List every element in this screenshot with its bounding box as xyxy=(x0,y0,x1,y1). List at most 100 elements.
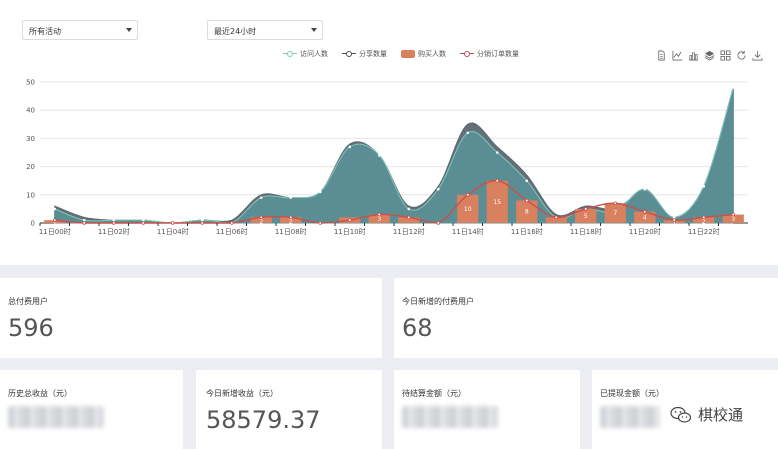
chevron-down-icon xyxy=(126,28,132,32)
x-tick-label: 11日18时 xyxy=(570,227,602,236)
purchase-bar xyxy=(722,214,744,223)
legend-item-purchases[interactable]: 购买人数 xyxy=(401,49,446,59)
bar-data-label: 3 xyxy=(731,216,735,223)
visits-point xyxy=(112,218,116,222)
legend-label: 购买人数 xyxy=(418,50,446,58)
x-tick-label: 11日14时 xyxy=(452,227,484,236)
visits-point xyxy=(259,196,263,199)
y-tick-label: 20 xyxy=(26,163,35,171)
time-range-select[interactable]: 最近24小时 xyxy=(207,20,323,40)
stat-label: 待结算金额（元） xyxy=(402,389,466,398)
x-tick-label: 11日02时 xyxy=(98,227,130,236)
legend-bar-icon xyxy=(401,50,415,58)
distribution-point xyxy=(377,212,382,217)
purchase-bar xyxy=(250,217,272,223)
distribution-point xyxy=(347,218,352,222)
visits-point xyxy=(377,154,381,157)
line-switch-icon[interactable] xyxy=(672,50,683,61)
purchase-bar xyxy=(693,217,715,223)
x-tick-label: 11日04时 xyxy=(157,227,189,236)
stat-card-new-paid-users: 今日新增的付费用户 68 xyxy=(394,278,778,358)
stat-label: 今日新增的付费用户 xyxy=(402,297,474,306)
x-tick-label: 11日22时 xyxy=(688,227,720,236)
legend-item-visits[interactable]: 访问人数 xyxy=(283,49,328,59)
visits-point xyxy=(495,151,499,154)
visits-point xyxy=(466,131,470,135)
visits-point xyxy=(525,179,529,182)
tiled-icon[interactable] xyxy=(720,50,731,61)
visits-point xyxy=(200,218,204,222)
legend-item-distribution[interactable]: 分销订单数量 xyxy=(460,49,519,59)
bar-data-label: 1 xyxy=(672,221,676,228)
activity-select-value: 所有活动 xyxy=(29,27,61,36)
distribution-point xyxy=(318,221,323,225)
visits-point xyxy=(141,218,145,222)
stat-label: 今日新增收益（元） xyxy=(206,389,278,398)
distribution-point xyxy=(554,215,559,220)
distribution-point xyxy=(406,215,411,220)
legend-line-icon xyxy=(283,50,297,58)
chart-legend: 访问人数 分享数量 购买人数 分销订单数量 xyxy=(283,48,519,60)
legend-label: 访问人数 xyxy=(300,50,328,58)
purchase-bar xyxy=(398,217,420,223)
time-range-select-value: 最近24小时 xyxy=(214,27,257,36)
bar-data-label: 7 xyxy=(613,210,617,217)
y-tick-label: 50 xyxy=(26,79,35,87)
distribution-point xyxy=(52,218,57,222)
legend-line-icon xyxy=(342,50,356,58)
bar-switch-icon[interactable] xyxy=(688,50,699,61)
distribution-point xyxy=(672,218,677,222)
stat-value: 68 xyxy=(402,314,433,342)
purchase-bar xyxy=(545,217,567,223)
visits-point xyxy=(318,190,322,194)
stat-value: 596 xyxy=(8,314,54,342)
watermark-text: 棋校通 xyxy=(698,406,744,424)
visits-point xyxy=(643,187,647,191)
watermark: 棋校通 xyxy=(670,404,743,425)
bar-data-label: 2 xyxy=(289,218,293,225)
distribution-point xyxy=(642,209,647,214)
legend-line-icon xyxy=(460,50,474,58)
restore-icon[interactable] xyxy=(736,50,747,61)
distribution-line xyxy=(54,179,734,224)
bar-data-label: 4 xyxy=(643,214,647,221)
chart-panel: 所有活动 最近24小时 访问人数 分享数量 购买人数 分销订单数量 xyxy=(0,0,778,265)
distribution-point xyxy=(170,221,175,225)
distribution-point xyxy=(524,198,529,203)
stat-label: 已提现金额（元） xyxy=(600,389,664,398)
stat-card-history-revenue: 历史总收益（元） xyxy=(0,370,183,449)
purchase-bar xyxy=(280,217,302,223)
visits-point xyxy=(436,187,440,191)
purchase-bar xyxy=(575,208,597,223)
x-tick-label: 11日08时 xyxy=(275,227,307,236)
y-tick-label: 30 xyxy=(26,135,35,143)
visits-point xyxy=(348,145,352,149)
legend-label: 分销订单数量 xyxy=(477,50,519,58)
distribution-point xyxy=(465,193,470,197)
distribution-point xyxy=(259,215,264,220)
purchase-bar xyxy=(634,211,656,223)
data-view-icon[interactable] xyxy=(656,50,667,61)
visits-point xyxy=(407,207,411,211)
stat-value: 58579.37 xyxy=(206,406,321,434)
y-tick-label: 0 xyxy=(31,220,35,228)
bar-data-label: 5 xyxy=(584,213,588,220)
stack-icon[interactable] xyxy=(704,50,715,61)
visits-point xyxy=(53,207,57,211)
stat-card-withdrawn: 已提现金额（元） xyxy=(592,370,778,449)
legend-item-shares[interactable]: 分享数量 xyxy=(342,49,387,59)
stat-label: 总付费用户 xyxy=(8,297,48,306)
visits-point xyxy=(731,86,735,89)
y-tick-label: 10 xyxy=(26,191,35,199)
x-tick-label: 11日06时 xyxy=(216,227,248,236)
x-tick-label: 11日10时 xyxy=(334,227,366,236)
activity-select[interactable]: 所有活动 xyxy=(22,20,138,40)
wechat-icon xyxy=(670,406,692,423)
redacted-value xyxy=(8,406,104,428)
bar-data-label: 8 xyxy=(525,209,529,216)
distribution-point xyxy=(613,201,618,206)
purchase-bar xyxy=(516,200,538,223)
distribution-point xyxy=(583,207,588,211)
save-image-icon[interactable] xyxy=(752,50,763,61)
bar-data-label: 15 xyxy=(493,199,501,206)
